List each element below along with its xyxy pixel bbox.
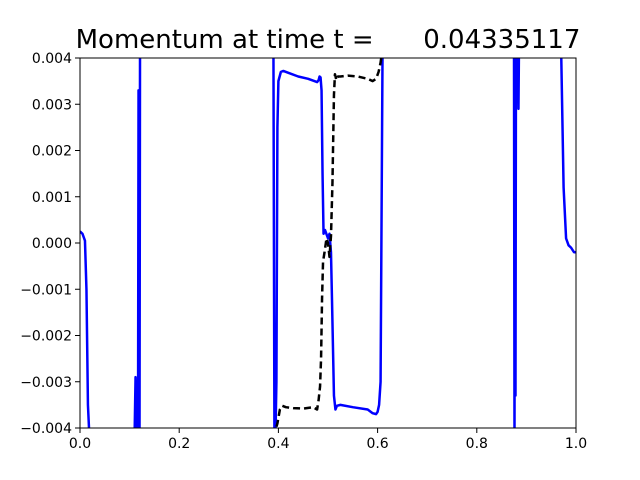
series-layer — [80, 58, 576, 428]
y-tick-label: 0.003 — [32, 97, 72, 113]
x-tick-label: 0.4 — [267, 436, 289, 452]
x-tick-label: 0.6 — [366, 436, 388, 452]
y-tick-label: 0.001 — [32, 190, 72, 206]
y-tick-label: 0.000 — [32, 236, 72, 252]
x-axis: 0.0 0.2 0.4 0.6 0.8 1.0 — [69, 428, 587, 452]
y-axis: −0.004 −0.003 −0.002 −0.001 0.000 0.001 0.002 0… — [20, 51, 80, 437]
x-tick-label: 0.8 — [466, 436, 488, 452]
x-tick-label: 0.0 — [69, 436, 91, 452]
y-tick-label: −0.003 — [20, 375, 72, 391]
dashed-series-line — [274, 58, 383, 428]
y-tick-label: 0.002 — [32, 144, 72, 160]
x-tick-label: 0.2 — [168, 436, 190, 452]
solid-series-line — [80, 58, 576, 428]
chart-title: Momentum at time t = 0.04335117 — [76, 25, 581, 55]
y-tick-label: −0.001 — [20, 282, 72, 298]
x-tick-label: 1.0 — [565, 436, 587, 452]
y-tick-label: −0.002 — [20, 329, 72, 345]
y-tick-label: −0.004 — [20, 421, 72, 437]
y-tick-label: 0.004 — [32, 51, 72, 67]
